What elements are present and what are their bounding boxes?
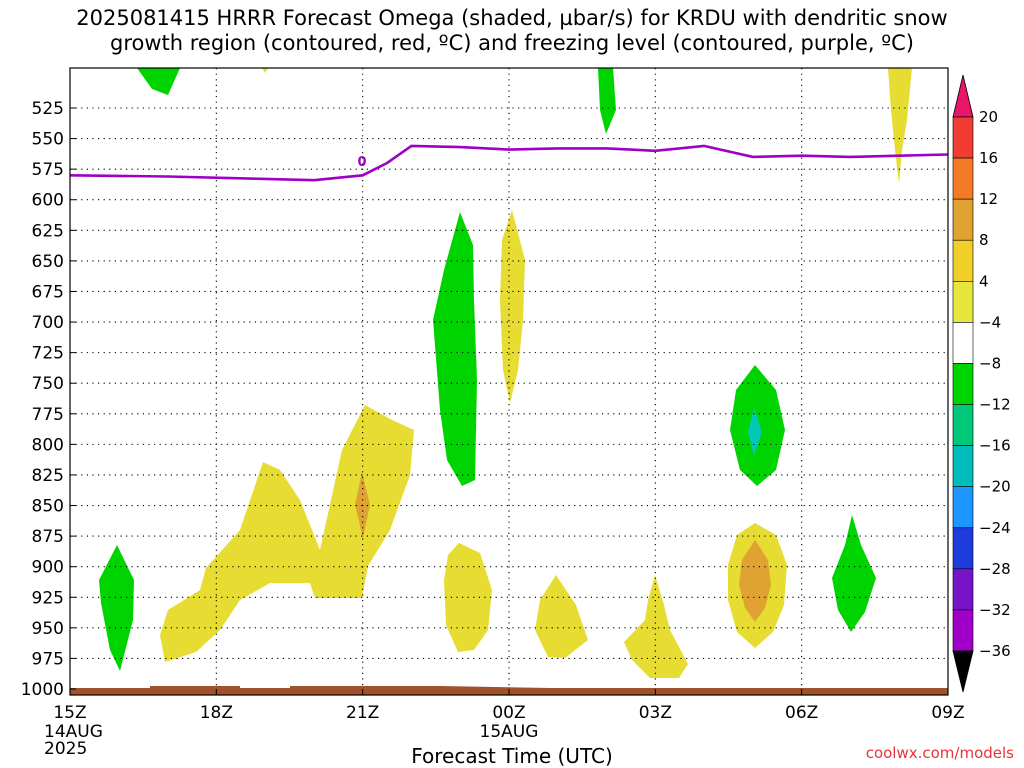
colorbar-tick-label: −36 [979, 642, 1011, 660]
y-tick-label: 525 [32, 99, 64, 119]
omega-cell-yellow-low-03z [624, 575, 688, 678]
y-tick-label: 850 [32, 497, 64, 517]
omega-cell-green-top-02z [598, 68, 616, 134]
omega-cell-yellow-band-18z-22z [160, 405, 414, 662]
colorbar-block [952, 486, 974, 529]
colorbar-tick-label: −28 [979, 560, 1011, 578]
colorbar-top-arrow [952, 74, 974, 118]
colorbar-block [952, 198, 974, 241]
colorbar-block [952, 322, 974, 364]
y-tick-label: 750 [32, 374, 64, 394]
colorbar-block [952, 404, 974, 446]
colorbar-tick-label: 16 [979, 149, 998, 167]
omega-cell-yellow-low-01z [535, 575, 588, 658]
omega-cell-green-mid-23z [433, 212, 477, 486]
colorbar-tick-label: −16 [979, 437, 1011, 455]
colorbar-tick-label: −32 [979, 601, 1011, 619]
y-tick-label: 775 [32, 405, 64, 425]
x-tick-label: 09Z [931, 703, 964, 723]
x-axis-title: Forecast Time (UTC) [411, 744, 613, 768]
x-tick-sublabel: 14AUG [44, 722, 103, 742]
y-tick-label: 1000 [21, 680, 64, 700]
colorbar-block [952, 239, 974, 282]
freezing-level-label: 0 [357, 155, 366, 170]
colorbar-block [952, 527, 974, 570]
x-tick-label: 21Z [346, 703, 379, 723]
colorbar-tick-label: −20 [979, 478, 1011, 496]
omega-shading [99, 68, 912, 678]
colorbar-block [952, 445, 974, 487]
credit-text: coolwx.com/models [865, 744, 1014, 762]
omega-cell-green-low-16z [99, 545, 134, 671]
x-tick-sublabel: 2025 [44, 739, 87, 759]
x-tick-label: 00Z [492, 703, 525, 723]
colorbar-block [952, 157, 974, 200]
y-tick-label: 950 [32, 619, 64, 639]
x-tick-sublabel: 15AUG [480, 722, 539, 742]
colorbar: 20 16 12 8 4 −4 −8 −12 −16 −20 −24 −28 −32 −36 [952, 74, 1011, 693]
colorbar-tick-label: 12 [979, 190, 998, 208]
title-line-2: growth region (contoured, red, ºC) and f… [110, 31, 914, 55]
omega-cell-cyan-05z [748, 408, 762, 456]
colorbar-block [952, 116, 974, 159]
y-axis-ticks: 525 550 575 600 625 650 675 700 725 750 775 800 825 8… [21, 99, 76, 700]
omega-cell-yellow-top-08z [888, 68, 912, 184]
colorbar-block [952, 568, 974, 611]
y-tick-label: 675 [32, 282, 64, 302]
omega-cell-green-07z [832, 515, 876, 632]
colorbar-block [952, 363, 974, 405]
colorbar-block [952, 281, 974, 323]
y-tick-label: 600 [32, 191, 64, 211]
omega-cell-orange-05z [739, 540, 771, 622]
colorbar-tick-label: −8 [979, 354, 1001, 372]
y-tick-label: 900 [32, 558, 64, 578]
title-line-1: 2025081415 HRRR Forecast Omega (shaded, … [76, 6, 948, 30]
x-tick-label: 18Z [200, 703, 233, 723]
freezing-level-line [69, 144, 949, 182]
y-tick-label: 650 [32, 252, 64, 272]
y-tick-label: 550 [32, 130, 64, 150]
grid-lines [70, 68, 948, 695]
colorbar-bottom-arrow [952, 650, 974, 693]
colorbar-tick-label: −24 [979, 519, 1011, 537]
y-tick-label: 825 [32, 466, 64, 486]
y-tick-label: 925 [32, 588, 64, 608]
y-tick-label: 725 [32, 344, 64, 364]
omega-cell-yellow-mid-00z [500, 210, 525, 403]
y-tick-label: 700 [32, 313, 64, 333]
omega-cell-yellow-top-16z [262, 68, 268, 73]
colorbar-tick-label: −12 [979, 396, 1011, 414]
x-tick-label: 15Z [53, 703, 86, 723]
chart-title: 2025081415 HRRR Forecast Omega (shaded, … [0, 6, 1024, 56]
x-tick-label: 06Z [785, 703, 818, 723]
colorbar-tick-label: 8 [979, 231, 989, 249]
omega-cell-green-top-16z [137, 68, 180, 95]
colorbar-block [952, 609, 974, 652]
y-tick-label: 800 [32, 435, 64, 455]
y-tick-label: 575 [32, 160, 64, 180]
y-tick-label: 975 [32, 649, 64, 669]
y-tick-label: 625 [32, 221, 64, 241]
y-tick-label: 875 [32, 527, 64, 547]
colorbar-tick-label: 4 [979, 272, 989, 290]
colorbar-tick-label: 20 [979, 108, 998, 126]
x-tick-label: 03Z [639, 703, 672, 723]
colorbar-tick-label: −4 [979, 313, 1001, 331]
